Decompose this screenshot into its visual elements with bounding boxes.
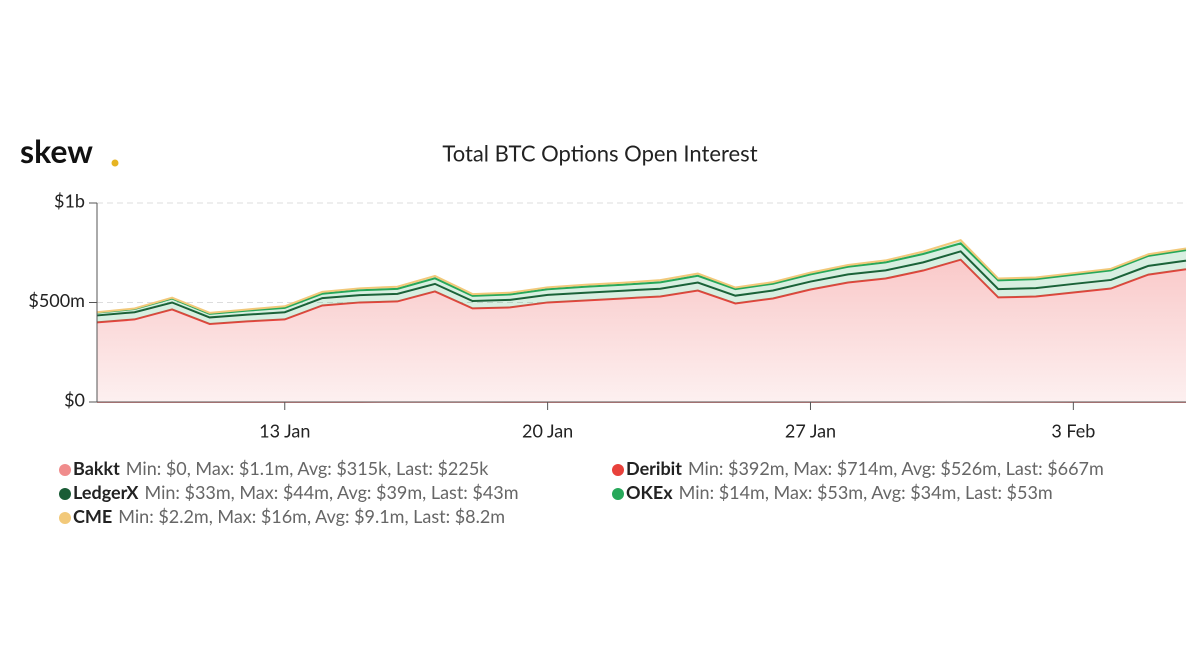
- legend-marker: [59, 488, 71, 500]
- legend-marker: [59, 464, 71, 476]
- legend-stats: Min: $0, Max: $1.1m, Avg: $315k, Last: $…: [126, 457, 489, 479]
- legend-label: Bakkt Min: $0, Max: $1.1m, Avg: $315k, La…: [73, 457, 489, 479]
- series-line: [96, 242, 1187, 315]
- legend-label: OKEx Min: $14m, Max: $53m, Avg: $34m, Las…: [626, 481, 1053, 503]
- legend-label: Deribit Min: $392m, Max: $714m, Avg: $526…: [626, 457, 1104, 479]
- logo-dot: [111, 159, 119, 167]
- area: [97, 259, 1186, 402]
- legend-label: LedgerX Min: $33m, Max: $44m, Avg: $39m, …: [73, 481, 519, 503]
- x-tick-label: 3 Feb: [1051, 420, 1095, 442]
- legend-name: CME: [73, 505, 112, 527]
- x-tick-label: 13 Jan: [259, 420, 310, 442]
- logo: skew: [20, 131, 93, 170]
- legend-name: Bakkt: [73, 457, 120, 479]
- y-tick-label: $500m: [28, 289, 85, 311]
- legend-stats: Min: $2.2m, Max: $16m, Avg: $9.1m, Last:…: [118, 505, 505, 527]
- y-tick-label: $0: [64, 389, 85, 411]
- chart-title: Total BTC Options Open Interest: [442, 140, 757, 167]
- legend-stats: Min: $14m, Max: $53m, Avg: $34m, Last: $…: [679, 481, 1053, 503]
- legend-name: OKEx: [626, 481, 673, 503]
- area: [97, 251, 1186, 324]
- series-line: [96, 258, 1187, 326]
- legend-name: LedgerX: [73, 481, 139, 503]
- x-tick-label: 20 Jan: [522, 420, 573, 442]
- series-line: [96, 250, 1187, 319]
- x-tick-label: 27 Jan: [785, 420, 836, 442]
- legend-marker: [612, 488, 624, 500]
- legend-name: Deribit: [626, 457, 682, 479]
- series-line: [96, 239, 1187, 314]
- y-tick-label: $1b: [54, 190, 85, 212]
- legend-marker: [59, 512, 71, 524]
- legend-label: CME Min: $2.2m, Max: $16m, Avg: $9.1m, La…: [73, 505, 505, 527]
- area: [97, 243, 1186, 318]
- legend-marker: [612, 464, 624, 476]
- legend-stats: Min: $33m, Max: $44m, Avg: $39m, Last: $…: [144, 481, 518, 503]
- legend-stats: Min: $392m, Max: $714m, Avg: $526m, Last…: [688, 457, 1104, 479]
